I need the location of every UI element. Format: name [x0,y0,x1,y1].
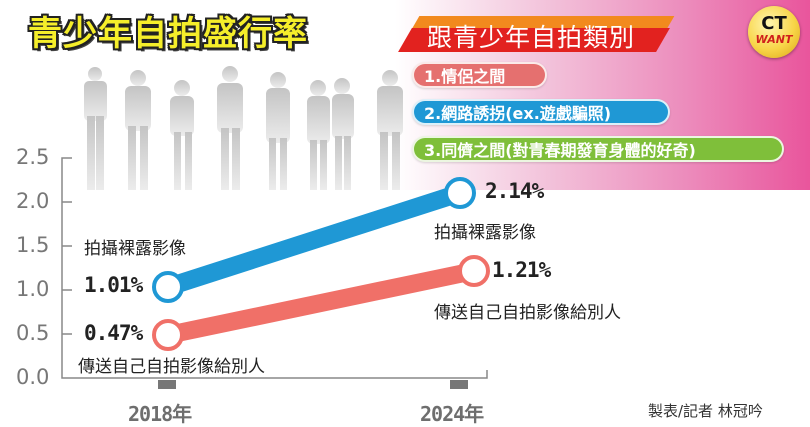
label-selfie-2024: 傳送自己自拍影像給別人 [434,303,621,323]
y-tick-0: 0.0 [16,365,50,389]
value-nude-2024: 2.14% [485,179,544,203]
x-label-2024: 2024年 [420,402,484,426]
logo-want-text: WANT [755,33,793,46]
chart-title: 青少年自拍盛行率 [28,14,308,54]
teen-silhouettes-illustration [84,66,403,190]
y-tick-2-0: 2.0 [16,189,50,213]
point-nude-2024 [444,177,476,209]
value-nude-2018: 1.01% [84,273,143,297]
category-pill-1: 1.情侶之間 [412,62,547,88]
x-tick-2024 [450,380,468,389]
value-selfie-2024: 1.21% [492,258,551,282]
y-tick-2-5: 2.5 [16,145,50,169]
point-selfie-2018 [152,319,184,351]
series-line-nude-images [165,184,463,296]
series-line-sending-selfies [166,262,476,344]
category-banner: 跟青少年自拍類別 [398,16,675,52]
credit-text: 製表/記者 林冠吟 [648,402,763,420]
category-pill-3: 3.同儕之間(對青春期發育身體的好奇) [412,136,784,162]
label-nude-2024: 拍攝裸露影像 [434,223,536,243]
y-tick-0-5: 0.5 [16,321,50,345]
axes [61,157,488,379]
label-selfie-2018: 傳送自己自拍影像給別人 [78,357,265,377]
point-selfie-2024 [458,255,490,287]
value-selfie-2018: 0.47% [84,321,143,345]
y-tick-1-5: 1.5 [16,233,50,257]
x-label-2018: 2018年 [128,402,192,426]
y-tick-1-0: 1.0 [16,277,50,301]
label-nude-2018: 拍攝裸露影像 [84,239,186,259]
category-banner-text: 跟青少年自拍類別 [427,23,636,52]
x-tick-2018 [158,380,176,389]
ctwant-logo: CT WANT [748,6,800,58]
category-pill-2: 2.網路誘拐(ex.遊戲騙照) [412,99,670,125]
point-nude-2018 [152,271,184,303]
logo-ct-text: CT [761,13,787,34]
